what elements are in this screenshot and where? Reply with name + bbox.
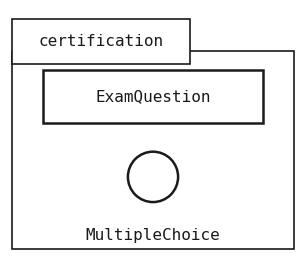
Bar [43, 70, 263, 123]
Text: MultipleChoice: MultipleChoice [86, 228, 220, 243]
Ellipse shape [128, 152, 178, 202]
Bar [12, 19, 190, 64]
Text: certification: certification [39, 34, 163, 49]
Bar [12, 51, 294, 249]
Text: ExamQuestion: ExamQuestion [95, 89, 211, 104]
